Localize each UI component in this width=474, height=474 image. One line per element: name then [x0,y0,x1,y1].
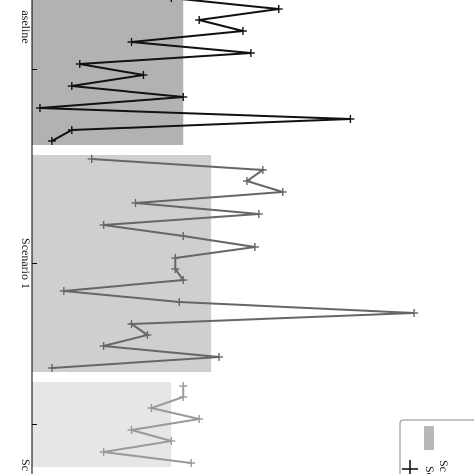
series-line-1 [39,0,351,142]
data-point [179,232,188,240]
data-point [187,459,196,467]
data-point [47,364,56,372]
series-line-2 [51,158,415,369]
band-2 [32,155,212,372]
data-point [346,115,355,123]
data-point [127,320,136,328]
series-line-3 [103,386,200,464]
legend-frame [399,419,474,474]
data-point [238,27,247,35]
data-point [175,298,184,306]
data-point [99,342,108,350]
data-point [171,254,180,262]
data-point [59,287,68,295]
data-point [179,276,188,284]
data-point [179,382,188,390]
data-point [246,49,255,57]
data-point [242,177,251,185]
data-point [258,166,267,174]
group-label: aseline [19,10,33,43]
data-point [87,155,96,163]
legend-marker [402,460,418,474]
data-point [139,71,148,79]
data-point [99,448,108,456]
data-point [278,188,287,196]
data-point [143,331,152,339]
data-point [410,309,419,317]
series-layer [35,0,419,467]
band-1 [32,0,184,145]
data-point [179,393,188,401]
data-point [35,104,44,112]
data-point [147,404,156,412]
data-point [274,5,283,13]
data-point [67,126,76,134]
data-point [179,93,188,101]
data-point [170,0,173,2]
bands-layer [32,0,212,467]
group-label: Scenario 1 [19,238,33,289]
band-3 [32,382,172,467]
data-point [167,437,176,445]
data-point [127,426,136,434]
data-point [254,210,263,218]
group-label: Sc [19,459,33,471]
data-point [47,137,56,145]
data-point [99,221,108,229]
data-point [67,82,76,90]
data-point [171,265,180,273]
data-point [195,16,204,24]
legend-label: Sc [437,460,451,472]
data-point [250,243,259,251]
legend-patch [424,426,434,450]
data-point [75,60,84,68]
group-labels: aseline Scenario 1 Sc [19,10,33,471]
legend-label: Sc [423,466,437,474]
data-point [195,415,204,423]
ticks-layer [32,69,37,425]
data-point [127,38,136,46]
data-point [131,199,140,207]
data-point [215,353,224,361]
